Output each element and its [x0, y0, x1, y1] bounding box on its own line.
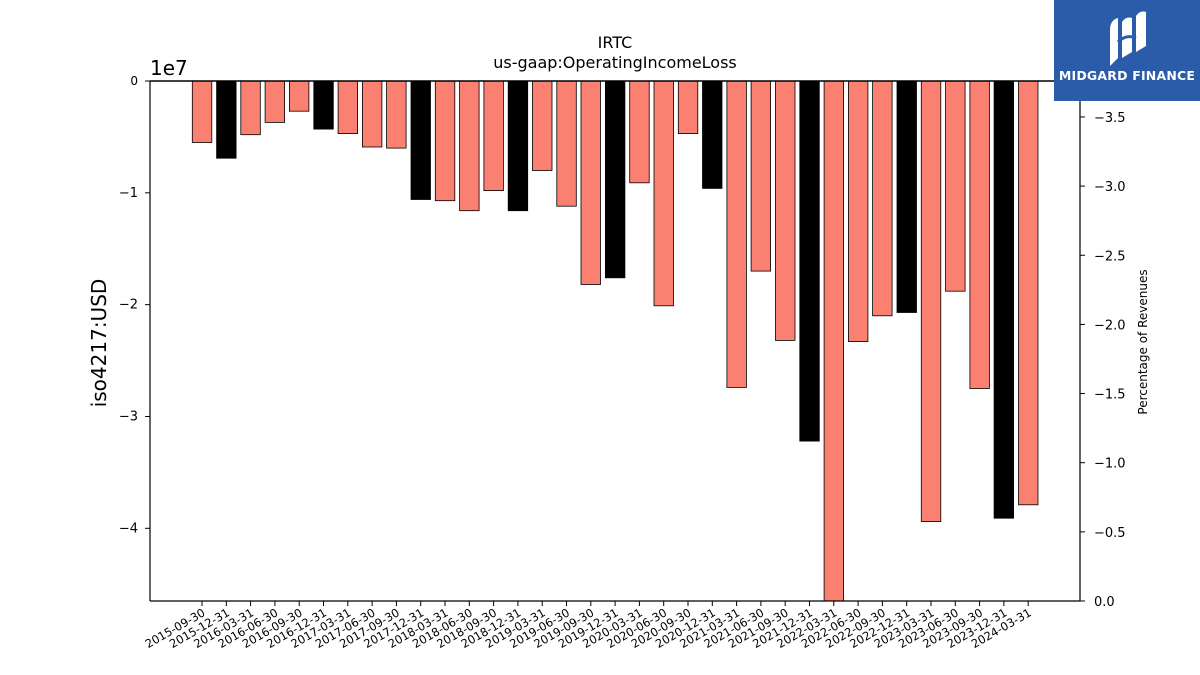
bar-2022-12-31: [896, 80, 917, 313]
y2-tick-label-0: 0.0: [1094, 595, 1115, 610]
y-tick-label-0: 0: [130, 74, 138, 88]
chart-subtitle: us-gaap:OperatingIncomeLoss: [493, 53, 737, 72]
bar-2021-03-31: [726, 80, 747, 388]
y-tick-label-1: −1: [119, 186, 138, 201]
y2-tick-label-5: −2.5: [1094, 249, 1126, 264]
bar-2021-06-30: [750, 80, 771, 272]
bar-2023-06-30: [945, 80, 966, 292]
bar-2018-09-30: [483, 80, 504, 191]
bar-2017-06-30: [361, 80, 383, 148]
bar-2020-12-31: [702, 80, 723, 189]
bar-2023-12-31: [993, 80, 1014, 519]
y2-tick-label-6: −3.0: [1094, 180, 1126, 195]
bar-2018-03-31: [434, 80, 456, 202]
bar-2020-09-30: [677, 80, 699, 134]
logo-name: MIDGARD FINANCE: [1058, 68, 1196, 83]
y2-tick-label-1: −0.5: [1094, 526, 1126, 541]
bar-2015-12-31: [216, 80, 237, 159]
y2-tick-label-7: −3.5: [1094, 111, 1126, 126]
bar-2016-12-31: [313, 80, 334, 130]
y2-tick-label-4: −2.0: [1094, 318, 1126, 333]
y-tick-label-4: −4: [119, 521, 138, 536]
bar-2020-03-31: [629, 80, 650, 184]
y2-tick-label-2: −1.0: [1094, 457, 1126, 472]
y2-axis-label: Percentage of Revenues: [1136, 269, 1150, 414]
bar-2023-09-30: [969, 80, 990, 389]
bars-group: [191, 80, 1039, 602]
bar-2019-09-30: [580, 80, 601, 285]
y-tick-label-2: −2: [119, 298, 138, 313]
bar-2019-06-30: [556, 80, 577, 207]
bar-2023-03-31: [920, 80, 942, 523]
bar-2016-09-30: [288, 80, 310, 112]
bar-2018-12-31: [507, 80, 529, 212]
y-axis-label: iso4217:USD: [87, 279, 111, 408]
midgard-finance-logo: MIDGARD FINANCE: [1054, 0, 1200, 101]
chart-title: IRTC: [598, 33, 633, 52]
bar-2019-03-31: [532, 80, 553, 171]
bar-2024-03-31: [1018, 80, 1039, 506]
bar-2015-09-30: [191, 80, 213, 143]
bar-2021-12-31: [799, 80, 820, 442]
midgard-logo-icon: [1110, 11, 1146, 66]
bar-2022-06-30: [848, 80, 869, 343]
bar-2017-09-30: [386, 80, 407, 149]
bar-2018-06-30: [459, 80, 480, 212]
y-tick-label-3: −3: [119, 409, 138, 424]
y-offset-label: 1e7: [150, 56, 188, 80]
bar-2016-03-31: [240, 80, 261, 136]
bar-2021-09-30: [775, 80, 796, 341]
bar-2022-03-31: [823, 80, 844, 602]
bar-2017-03-31: [337, 80, 359, 134]
y2-tick-label-3: −1.5: [1094, 388, 1126, 403]
bar-2016-06-30: [264, 80, 286, 123]
bar-2022-09-30: [872, 80, 893, 317]
bar-2017-12-31: [410, 80, 431, 200]
bar-2020-06-30: [653, 80, 674, 307]
bar-2019-12-31: [605, 80, 626, 279]
